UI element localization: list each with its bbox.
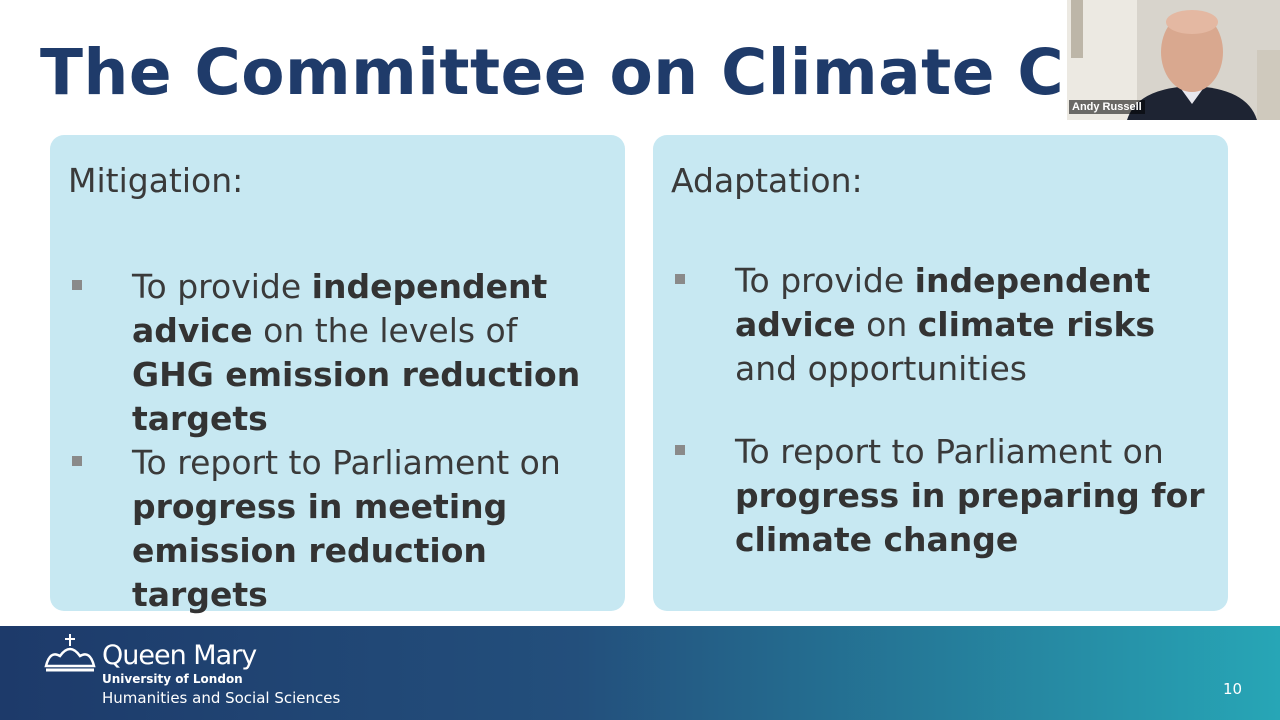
bold-run: progress in preparing for climate change: [735, 476, 1205, 559]
page-number: 10: [1223, 680, 1243, 698]
bullet-text: To provide independent advice on the lev…: [132, 265, 607, 441]
logo-sub: University of London: [102, 672, 243, 686]
text-run: To provide: [735, 261, 915, 300]
participant-name: Andy Russell: [1069, 100, 1145, 114]
bold-run: independent advice: [735, 261, 1151, 344]
panel-heading: Mitigation:: [68, 161, 244, 200]
bullet-text: To report to Parliament on progress in p…: [735, 430, 1210, 562]
text-run: on: [855, 305, 918, 344]
bullet-text: To provide independent advice on climate…: [735, 259, 1210, 391]
bullet-marker: [72, 456, 82, 466]
text-run: To provide: [132, 267, 312, 306]
logo-name: Queen Mary: [102, 640, 257, 671]
video-tile: Andy Russell: [1067, 0, 1280, 120]
text-run: and opportunities: [735, 349, 1027, 388]
text-run: To report to Parliament on: [132, 443, 561, 482]
text-run: on the levels of: [252, 311, 518, 350]
panel: Adaptation: To provide independent advice…: [653, 135, 1228, 611]
bold-run: independent advice: [132, 267, 548, 350]
panel: Mitigation: To provide independent advice…: [50, 135, 625, 614]
faculty: Humanities and Social Sciences: [102, 689, 341, 707]
text-run: To report to Parliament on: [735, 432, 1164, 471]
logo-crest: [44, 634, 96, 672]
bullet-marker: [675, 274, 685, 284]
bullet-text: To report to Parliament on progress in m…: [132, 441, 607, 617]
panel-heading: Adaptation:: [671, 161, 863, 200]
bullet-marker: [72, 280, 82, 290]
bullet-marker: [675, 445, 685, 455]
bold-run: climate risks: [917, 305, 1156, 344]
footer: Queen Mary University of London Humaniti…: [0, 626, 1280, 720]
bold-run: progress in meeting emission reduction t…: [132, 487, 508, 614]
bold-run: GHG emission reduction targets: [132, 355, 581, 438]
